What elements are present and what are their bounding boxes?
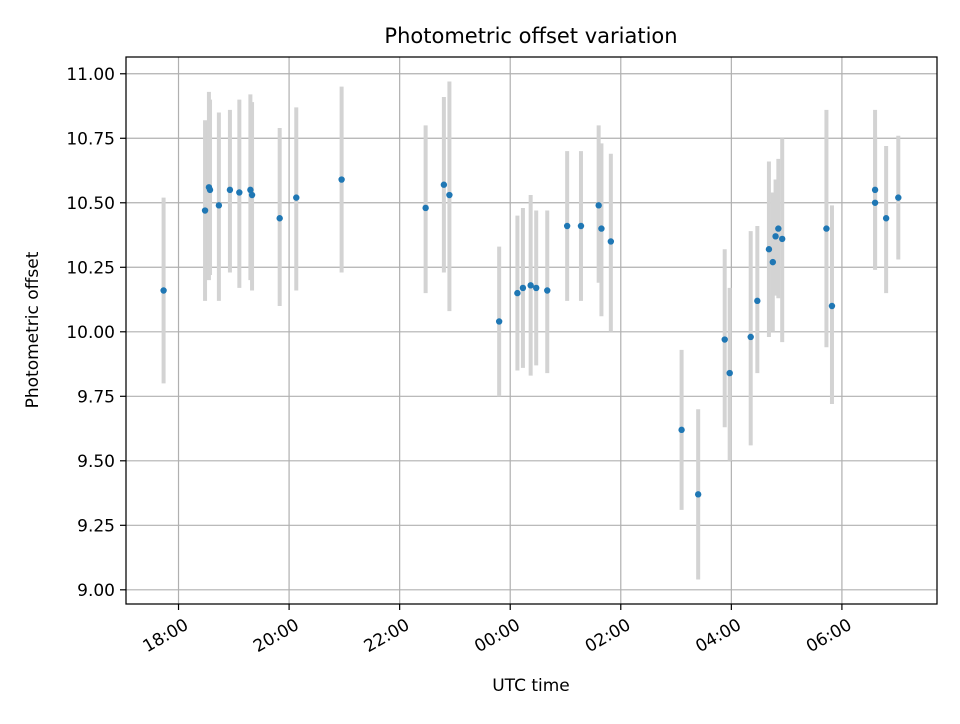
y-tick-label: 10.75 (66, 129, 115, 149)
data-point (721, 336, 728, 343)
data-point (882, 215, 890, 222)
data-point (446, 191, 453, 199)
data-point (206, 186, 214, 194)
data-point (772, 233, 779, 240)
data-point (769, 258, 777, 266)
y-tick-label: 9.25 (77, 516, 115, 536)
data-point (440, 181, 448, 188)
data-point (678, 426, 685, 434)
data-point (514, 289, 521, 297)
x-tick-label: 06:00 (803, 615, 855, 657)
data-point (236, 189, 243, 196)
data-point (519, 284, 527, 292)
data-point (607, 238, 615, 245)
y-tick-label: 9.00 (77, 581, 115, 601)
data-point (293, 194, 300, 201)
data-point (823, 225, 830, 232)
y-tick-label: 9.75 (77, 387, 115, 407)
y-tick-label: 10.00 (66, 323, 115, 343)
data-point (215, 202, 223, 209)
y-tick-label: 9.50 (77, 452, 115, 472)
data-point (248, 191, 256, 199)
y-tick-label: 11.00 (66, 65, 115, 85)
x-tick-label: 02:00 (582, 615, 634, 657)
data-point (247, 186, 254, 194)
chart-title: Photometric offset variation (384, 24, 677, 48)
data-point (871, 186, 879, 194)
data-point (338, 176, 345, 183)
data-point (754, 297, 761, 305)
error-bars (161, 81, 901, 580)
x-axis-label: UTC time (492, 676, 570, 696)
data-point (563, 222, 571, 230)
data-point (747, 333, 754, 341)
data-point (895, 194, 902, 201)
x-tick-label: 20:00 (250, 615, 302, 657)
data-points (160, 176, 902, 498)
data-point (226, 186, 234, 194)
x-tick-label: 22:00 (361, 615, 413, 657)
data-point (276, 215, 283, 222)
data-point (779, 235, 786, 243)
x-tick-label: 04:00 (692, 615, 744, 657)
plot-frame (125, 56, 938, 605)
x-axis-ticks: 18:00 20:00 22:00 00:00 02:00 04:00 06:00 (140, 604, 855, 657)
data-point (532, 284, 540, 292)
data-point (595, 202, 602, 209)
data-point (527, 282, 534, 289)
x-tick-label: 00:00 (471, 615, 523, 657)
data-point (765, 246, 773, 253)
x-tick-label: 18:00 (140, 615, 192, 657)
data-point (726, 369, 733, 377)
y-axis-label: Photometric offset (23, 251, 43, 408)
y-tick-label: 10.50 (66, 194, 115, 214)
y-tick-label: 10.25 (66, 258, 115, 278)
data-point (598, 225, 605, 232)
y-axis-ticks: 9.00 9.25 9.50 9.75 10.00 10.25 10.50 10.75 11.0… (66, 65, 126, 601)
data-point (775, 225, 782, 232)
data-point (160, 287, 167, 294)
data-point (871, 199, 879, 206)
data-point (544, 287, 551, 294)
data-point (694, 491, 702, 498)
data-point (828, 302, 836, 310)
data-point (422, 204, 429, 212)
data-point (495, 318, 503, 325)
data-point (577, 222, 585, 230)
data-point (201, 207, 209, 214)
